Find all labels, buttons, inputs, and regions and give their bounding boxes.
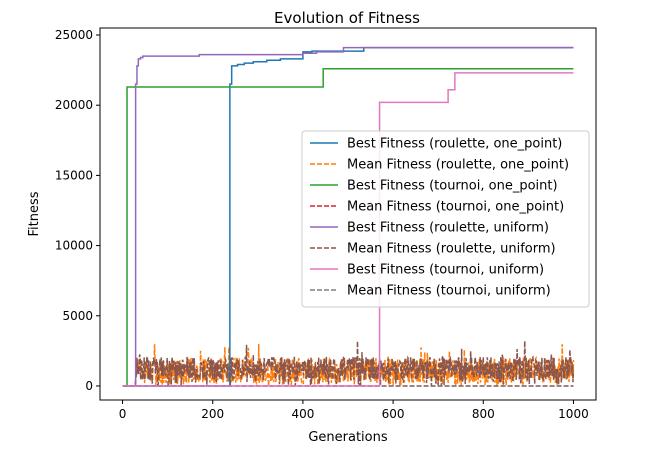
legend-entry-label: Best Fitness (roulette, uniform) [347,221,549,236]
x-tick-label: 400 [291,407,314,421]
y-tick-label: 0 [85,379,93,393]
y-tick-label: 5000 [62,309,93,323]
y-tick-label: 15000 [55,168,93,182]
y-tick-label: 20000 [55,98,93,112]
y-tick-label: 25000 [55,28,93,42]
x-tick-label: 1000 [558,407,589,421]
legend-entry-label: Mean Fitness (tournoi, one_point) [347,200,564,215]
y-axis: 0 5000 10000 15000 20000 25000 [55,28,100,393]
legend-entry-label: Mean Fitness (tournoi, uniform) [347,284,551,299]
y-axis-label: Fitness [27,191,42,236]
series-line-5 [122,340,575,387]
x-tick-label: 200 [201,407,224,421]
x-tick-label: 800 [472,407,495,421]
x-tick-label: 600 [382,407,405,421]
legend-entry-label: Mean Fitness (roulette, one_point) [347,158,569,173]
legend: Best Fitness (roulette, one_point) Mean F… [301,130,590,308]
legend-entry-label: Best Fitness (tournoi, one_point) [347,179,558,194]
x-tick-label: 0 [119,407,127,421]
x-axis: 0 200 400 600 800 1000 [119,400,589,421]
chart-title: Evolution of Fitness [274,9,420,27]
plot-frame [99,27,597,401]
x-axis-label: Generations [308,430,388,445]
legend-box [301,130,590,308]
y-tick-label: 10000 [55,239,93,253]
legend-entry-label: Best Fitness (roulette, one_point) [347,137,562,152]
series-line-4 [122,46,574,387]
legend-entry-label: Mean Fitness (roulette, uniform) [347,242,556,257]
legend-entry-label: Best Fitness (tournoi, uniform) [347,263,544,278]
